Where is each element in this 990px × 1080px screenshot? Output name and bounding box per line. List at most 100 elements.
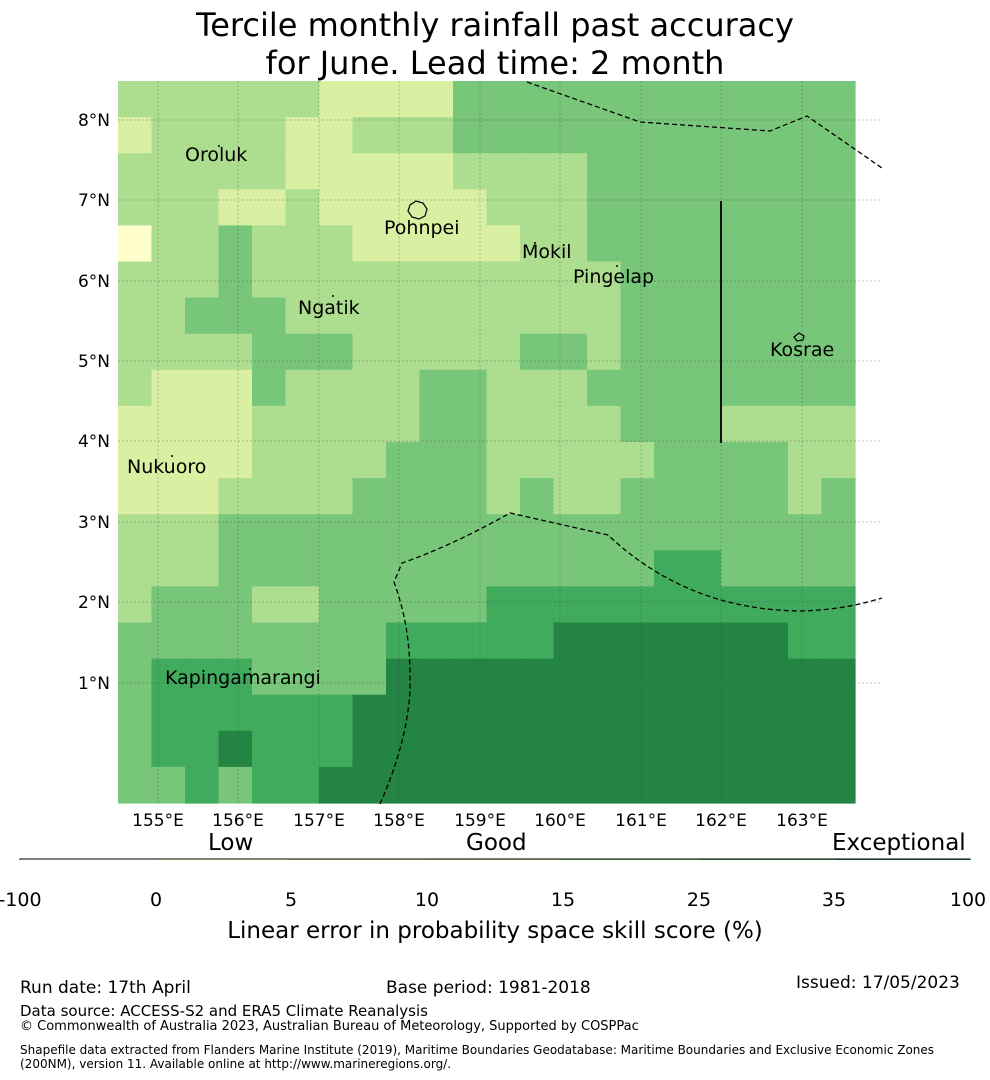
skill-cell bbox=[553, 694, 588, 732]
skill-cell bbox=[118, 369, 153, 407]
skill-cell bbox=[687, 514, 722, 551]
skill-cell bbox=[486, 766, 521, 804]
skill-cell bbox=[754, 622, 789, 660]
skill-cell bbox=[654, 369, 689, 407]
skill-cell bbox=[520, 586, 555, 624]
skill-cell bbox=[587, 442, 622, 479]
skill-cell bbox=[721, 153, 756, 190]
skill-cell bbox=[520, 730, 555, 768]
skill-cell bbox=[587, 514, 622, 551]
skill-cell bbox=[654, 478, 689, 515]
skill-cell bbox=[788, 225, 823, 263]
copyright: © Commonwealth of Australia 2023, Austra… bbox=[20, 1019, 639, 1034]
skill-cell bbox=[285, 333, 320, 371]
skill-cell bbox=[386, 586, 421, 624]
skill-cell bbox=[687, 694, 722, 732]
skill-cell bbox=[419, 766, 454, 804]
skill-cell bbox=[285, 297, 320, 335]
skill-cell bbox=[654, 117, 689, 154]
skill-cell bbox=[218, 478, 253, 515]
skill-cell bbox=[754, 189, 789, 226]
skill-cell bbox=[754, 369, 789, 407]
skill-cell bbox=[620, 766, 655, 804]
skill-cell bbox=[151, 478, 186, 515]
skill-cell bbox=[520, 117, 555, 154]
skill-cell bbox=[788, 730, 823, 768]
skill-cell bbox=[453, 478, 488, 515]
skill-cell bbox=[118, 153, 153, 190]
skill-cell bbox=[218, 586, 253, 624]
skill-cell bbox=[285, 658, 320, 696]
skill-cell bbox=[754, 405, 789, 443]
skill-cell bbox=[687, 550, 722, 587]
skill-cell bbox=[654, 766, 689, 804]
skill-cell bbox=[520, 81, 555, 118]
skill-cell bbox=[352, 730, 387, 768]
skill-cell bbox=[252, 694, 287, 732]
shapefile-credit-line-2: (200NM), version 11. Available online at… bbox=[20, 1057, 452, 1071]
skill-cell bbox=[821, 153, 856, 190]
skill-cell bbox=[620, 225, 655, 263]
skill-cell bbox=[587, 405, 622, 443]
skill-cell bbox=[754, 658, 789, 696]
skill-cell bbox=[486, 405, 521, 443]
skill-cell bbox=[520, 622, 555, 660]
skill-cell bbox=[252, 442, 287, 479]
skill-cell bbox=[788, 550, 823, 587]
skill-cell bbox=[754, 117, 789, 154]
skill-cell bbox=[285, 153, 320, 190]
skill-cell bbox=[252, 478, 287, 515]
skill-cell bbox=[453, 333, 488, 371]
skill-cell bbox=[352, 297, 387, 335]
skill-cell bbox=[587, 622, 622, 660]
skill-cell bbox=[386, 694, 421, 732]
skill-cell bbox=[788, 478, 823, 515]
skill-cell bbox=[520, 333, 555, 371]
skill-cell bbox=[821, 442, 856, 479]
skill-cell bbox=[453, 550, 488, 587]
skill-cell bbox=[654, 225, 689, 263]
skill-cell bbox=[185, 369, 220, 407]
skill-cell bbox=[151, 261, 186, 299]
place-label: Nukuoro bbox=[127, 456, 206, 478]
skill-cell bbox=[821, 405, 856, 443]
skill-cell bbox=[419, 550, 454, 587]
skill-cell bbox=[486, 478, 521, 515]
skill-cell bbox=[352, 81, 387, 118]
skill-cell bbox=[185, 658, 220, 696]
skill-cell bbox=[252, 81, 287, 118]
skill-cell bbox=[754, 550, 789, 587]
skill-cell bbox=[352, 622, 387, 660]
skill-cell bbox=[419, 369, 454, 407]
longitude-label: 158°E bbox=[373, 811, 425, 831]
skill-cell bbox=[352, 478, 387, 515]
skill-cell bbox=[654, 514, 689, 551]
skill-cell bbox=[721, 442, 756, 479]
skill-cell bbox=[319, 622, 354, 660]
skill-cell bbox=[587, 153, 622, 190]
skill-cell bbox=[520, 766, 555, 804]
skill-cell bbox=[721, 297, 756, 335]
skill-cell bbox=[788, 658, 823, 696]
latitude-label: 5°N bbox=[78, 352, 110, 372]
skill-cell bbox=[285, 694, 320, 732]
latitude-label: 8°N bbox=[78, 111, 110, 131]
island-dots bbox=[171, 145, 618, 670]
skill-cell bbox=[185, 586, 220, 624]
skill-cell bbox=[553, 225, 588, 263]
skill-cell bbox=[319, 153, 354, 190]
skill-cell bbox=[821, 694, 856, 732]
latitude-label: 4°N bbox=[78, 432, 110, 452]
skill-cell bbox=[654, 442, 689, 479]
skill-cell bbox=[520, 189, 555, 226]
place-label: Kosrae bbox=[770, 339, 834, 361]
skill-cell bbox=[118, 117, 153, 154]
skill-cell bbox=[553, 189, 588, 226]
skill-cell bbox=[553, 766, 588, 804]
skill-cell bbox=[721, 189, 756, 226]
skill-cell bbox=[218, 153, 253, 190]
map-title-line-1: Tercile monthly rainfall past accuracy bbox=[196, 6, 794, 44]
skill-cell bbox=[386, 297, 421, 335]
colorbar-tick: 25 bbox=[686, 889, 712, 911]
skill-cell bbox=[553, 550, 588, 587]
